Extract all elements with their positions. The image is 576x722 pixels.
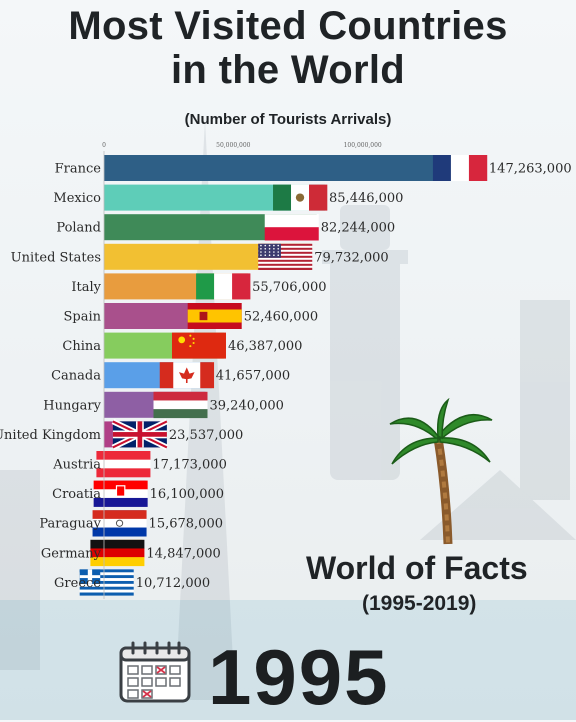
chart-subtitle: (Number of Tourists Arrivals) xyxy=(184,111,392,128)
category-label: France xyxy=(55,162,102,177)
x-tick-label: 0 xyxy=(102,142,106,149)
category-label: Italy xyxy=(71,280,101,295)
value-label: 147,263,000 xyxy=(489,162,572,177)
category-label: Paraguay xyxy=(39,517,101,532)
uk-flag xyxy=(111,418,169,450)
title-line-1: Most Visited Countries xyxy=(68,4,508,48)
value-label: 14,847,000 xyxy=(146,546,220,561)
value-label: 17,173,000 xyxy=(152,458,226,473)
category-label: Canada xyxy=(51,369,101,384)
france-flag xyxy=(432,155,488,181)
usa-flag xyxy=(258,243,313,270)
value-label: 82,244,000 xyxy=(321,221,395,236)
value-label: 46,387,000 xyxy=(228,339,302,354)
category-label: Poland xyxy=(56,221,101,236)
category-label: United States xyxy=(11,250,101,265)
category-label: Croatia xyxy=(52,487,101,502)
croatia-flag xyxy=(93,480,148,507)
value-label: 79,732,000 xyxy=(314,250,388,265)
hungary-flag xyxy=(153,391,208,419)
value-label: 85,446,000 xyxy=(329,191,403,206)
austria-flag xyxy=(96,451,151,478)
category-label: China xyxy=(62,339,101,354)
poland-flag xyxy=(264,214,319,241)
category-label: Austria xyxy=(52,458,101,473)
chart-title: Most Visited Countries in the World xyxy=(0,4,576,92)
value-label: 39,240,000 xyxy=(210,398,284,413)
x-tick-label: 100,000,000 xyxy=(344,142,382,149)
greece-flag xyxy=(79,569,134,596)
china-flag xyxy=(171,332,226,359)
palm-tree-icon xyxy=(389,398,493,545)
germany-flag xyxy=(90,539,145,567)
canada-flag xyxy=(159,362,215,389)
value-label: 10,712,000 xyxy=(136,576,210,591)
brand-period: (1995-2019) xyxy=(362,592,477,615)
mexico-flag xyxy=(273,184,328,211)
italy-flag xyxy=(196,273,251,300)
value-label: 55,706,000 xyxy=(252,280,326,295)
value-label: 23,537,000 xyxy=(169,428,243,443)
value-label: 16,100,000 xyxy=(150,487,224,502)
spain-flag xyxy=(187,303,242,329)
x-tick-label: 50,000,000 xyxy=(216,142,251,149)
category-label: Mexico xyxy=(53,191,101,206)
value-label: 52,460,000 xyxy=(244,310,318,325)
bar-france xyxy=(104,155,485,181)
value-label: 41,657,000 xyxy=(216,369,290,384)
value-label: 15,678,000 xyxy=(149,517,223,532)
category-label: Spain xyxy=(63,310,101,325)
current-year: 1995 xyxy=(208,633,390,721)
category-label: Germany xyxy=(41,546,102,561)
paraguay-flag xyxy=(92,510,147,537)
title-line-2: in the World xyxy=(171,48,405,92)
category-label: Greece xyxy=(54,576,101,591)
brand-name: World of Facts xyxy=(306,550,528,586)
calendar-icon xyxy=(119,641,191,703)
category-label: United Kingdom xyxy=(0,428,101,443)
category-label: Hungary xyxy=(43,398,101,413)
